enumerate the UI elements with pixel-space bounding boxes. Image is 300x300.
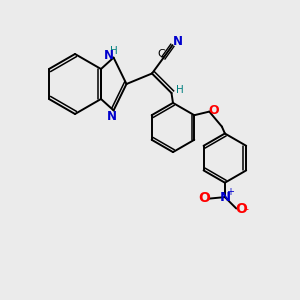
Text: H: H xyxy=(110,46,118,56)
Text: O: O xyxy=(198,191,210,205)
Text: -: - xyxy=(245,204,249,214)
Text: N: N xyxy=(107,110,117,124)
Text: N: N xyxy=(173,35,183,48)
Text: +: + xyxy=(226,187,234,197)
Text: N: N xyxy=(104,49,114,62)
Text: O: O xyxy=(209,103,219,117)
Text: H: H xyxy=(176,85,184,95)
Text: C: C xyxy=(158,49,165,59)
Text: N: N xyxy=(219,190,230,204)
Text: O: O xyxy=(236,202,248,216)
